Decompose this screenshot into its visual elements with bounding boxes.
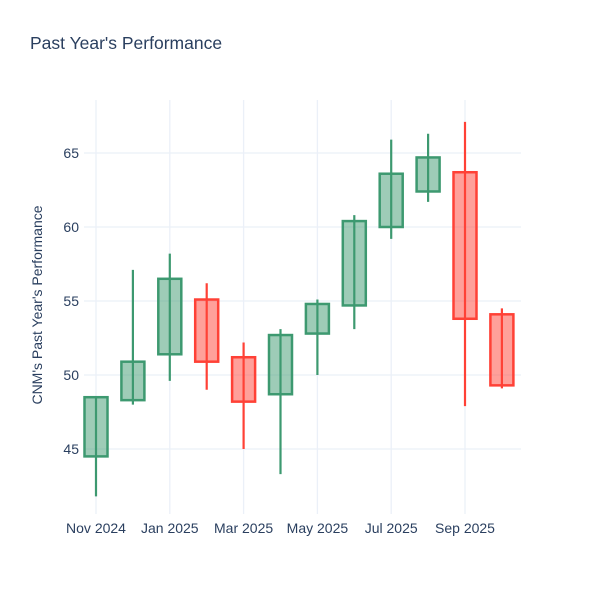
tick-marks-group	[95, 509, 466, 514]
x-tick-label: Jul 2025	[365, 520, 418, 536]
candle-mar-2025[interactable]	[230, 342, 257, 449]
candle-jan-2025[interactable]	[157, 253, 183, 381]
candle-sep-2025[interactable]	[452, 121, 478, 407]
candle-nov-2024[interactable]	[83, 395, 109, 497]
candle-body	[452, 170, 478, 321]
candles-group[interactable]	[83, 121, 515, 497]
candle-body	[83, 395, 109, 458]
candle-dec-2024[interactable]	[120, 269, 146, 405]
y-tick-label: 45	[63, 441, 79, 457]
candle-feb-2025[interactable]	[193, 283, 220, 390]
candle-jun-2025[interactable]	[341, 215, 368, 330]
candle-body	[230, 355, 257, 403]
candle-body	[489, 313, 515, 387]
y-tick-labels: 45 50 55 60 65	[63, 145, 79, 457]
x-tick-label: May 2025	[287, 520, 349, 536]
candle-body	[415, 156, 441, 193]
y-tick-label: 55	[63, 293, 79, 309]
x-tick-label: Mar 2025	[214, 520, 273, 536]
candle-body	[304, 302, 331, 335]
candle-may-2025[interactable]	[304, 299, 331, 375]
chart-title: Past Year's Performance	[30, 33, 223, 53]
candle-body	[341, 219, 368, 307]
x-tick-labels: Nov 2024 Jan 2025 Mar 2025 May 2025 Jul 2025…	[66, 520, 495, 536]
candle-aug-2025[interactable]	[415, 133, 441, 202]
candle-body	[157, 277, 183, 356]
x-tick-label: Nov 2024	[66, 520, 126, 536]
y-tick-label: 65	[63, 145, 79, 161]
x-tick-label: Jan 2025	[141, 520, 199, 536]
x-tick-label: Sep 2025	[435, 520, 495, 536]
candle-oct-2025[interactable]	[489, 308, 515, 389]
candle-body	[120, 360, 146, 402]
candle-body	[193, 298, 220, 363]
candle-body	[267, 333, 294, 396]
candle-jul-2025[interactable]	[378, 139, 404, 239]
y-tick-label: 60	[63, 219, 79, 235]
candle-body	[378, 172, 404, 229]
candle-apr-2025[interactable]	[267, 329, 294, 475]
y-tick-label: 50	[63, 367, 79, 383]
